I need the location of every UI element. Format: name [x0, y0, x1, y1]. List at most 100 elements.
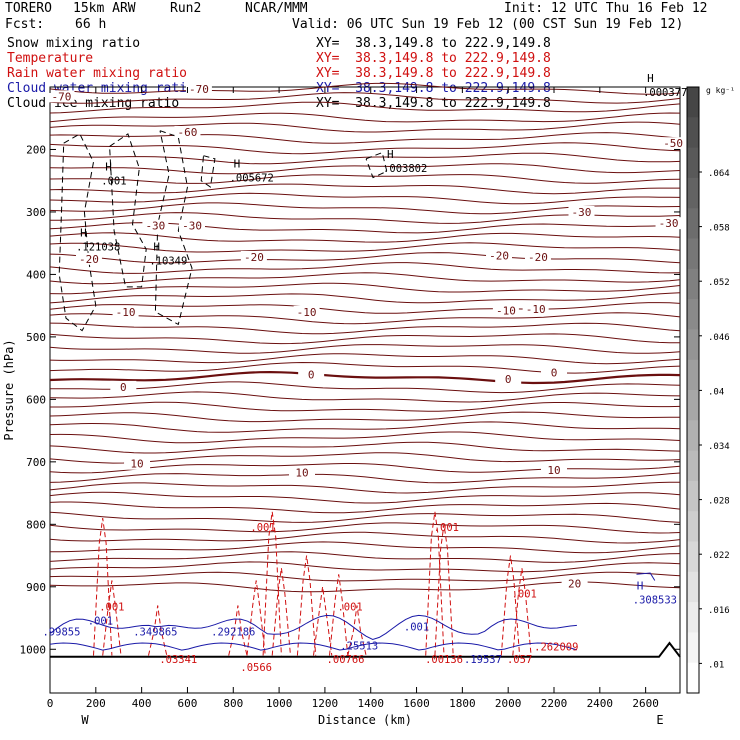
isotherm-line	[49, 391, 681, 403]
isotherm-line	[49, 411, 681, 423]
colorbar-tick-label: .016	[708, 606, 730, 616]
y-tick-label: 900	[26, 581, 46, 594]
isotherm-line	[49, 361, 681, 374]
run-label: Run2	[170, 1, 202, 16]
temperature-label: 10	[295, 466, 308, 479]
temperature-label-bg	[124, 457, 151, 470]
colorbar-segment	[687, 390, 699, 421]
temperature-label: -30	[145, 220, 165, 233]
maximum-marker: H	[153, 241, 160, 254]
temperature-label-bg	[293, 305, 320, 318]
init-time: Init: 12 UTC Thu 16 Feb 12	[504, 1, 708, 16]
y-tick-label: 300	[26, 206, 46, 219]
x-tick-label: 1400	[357, 697, 384, 710]
colorbar-segment	[687, 571, 699, 603]
isotherm-line	[49, 163, 681, 175]
rain-label: .00136	[425, 654, 463, 666]
rain-label: .03341	[159, 654, 197, 666]
model-resolution: 15km ARW	[73, 1, 136, 16]
x-tick-label: 1600	[403, 697, 430, 710]
isotherm-line	[49, 82, 681, 95]
colorbar-tick-label: .052	[708, 278, 730, 288]
rain-label: .00766	[327, 654, 365, 666]
x-tick-label: 2400	[587, 697, 614, 710]
cloud-label: .25513	[340, 640, 378, 652]
maximum-marker: H	[105, 161, 112, 174]
isotherm-line	[49, 353, 681, 365]
colorbar-segment	[687, 602, 699, 633]
rain-contour	[148, 605, 168, 656]
west-label: W	[81, 713, 89, 727]
isotherm-line	[49, 302, 681, 314]
x-tick-label: 1000	[266, 697, 293, 710]
maximum-value: .121038	[76, 241, 120, 253]
plot-frame	[49, 86, 681, 694]
temperature-label: -20	[489, 250, 509, 263]
temperature-label: 10	[130, 458, 143, 471]
y-tick-label: 400	[26, 268, 46, 281]
cloud-label: .292186	[211, 627, 255, 639]
cloud-water-contour	[49, 614, 577, 641]
rain-label: .0566	[240, 662, 272, 674]
isotherm-line	[49, 491, 681, 504]
isotherm-line	[49, 333, 681, 345]
colorbar-segment	[687, 480, 699, 512]
colorbar-tick-label: .022	[708, 551, 730, 561]
isotherm-line	[49, 481, 680, 494]
y-tick-label: 600	[26, 393, 46, 406]
isotherm-line	[49, 142, 681, 155]
cloud-label: .19537	[464, 654, 502, 666]
colorbar-tick-label: .058	[708, 224, 730, 234]
isotherm-line	[49, 322, 681, 335]
temperature-label: -20	[244, 251, 264, 264]
temperature-label-bg	[492, 304, 519, 317]
isotherm-line	[49, 282, 681, 295]
ice-contour	[109, 133, 147, 288]
cloud-water-contour	[636, 572, 656, 581]
x-tick-label: 0	[47, 697, 54, 710]
rain-contour	[500, 555, 521, 656]
cloud-water-contours	[49, 572, 656, 651]
x-tick-label: 800	[223, 697, 243, 710]
colorbar-segment	[687, 117, 699, 149]
temperature-label-bg	[495, 372, 522, 385]
isotherm-line	[50, 401, 681, 412]
temperature-label: 20	[568, 578, 581, 591]
isotherm-line	[49, 152, 681, 165]
legend-temperature: Temperature	[7, 51, 94, 66]
isotherm-line	[49, 522, 681, 534]
isotherm-line	[49, 242, 681, 253]
isotherm-line	[49, 441, 681, 454]
ice-contour	[58, 133, 97, 332]
legend-temperature-xy: XY= 38.3,149.8 to 222.9,149.8	[316, 51, 551, 66]
rain-contour	[228, 605, 248, 656]
temperature-label: -10	[496, 305, 516, 318]
colorbar-tick-label: .046	[708, 333, 730, 343]
snow-ice-contours	[58, 130, 388, 332]
colorbar-unit: g kg⁻¹	[706, 86, 735, 95]
rain-contour	[512, 568, 532, 656]
isotherm-line	[49, 292, 681, 304]
temperature-label-bg	[179, 219, 206, 232]
maximum-marker: H	[80, 226, 87, 239]
rain-label: .001	[434, 522, 459, 534]
y-tick-label: 1000	[20, 643, 47, 656]
temperature-label-bg	[112, 305, 139, 318]
y-axis-title: Pressure (hPa)	[2, 339, 16, 440]
isotherm-line	[49, 92, 681, 104]
isotherm-line	[49, 472, 681, 484]
forecast-label: Fcst:	[5, 17, 45, 32]
temperature-label: 0	[120, 381, 127, 394]
valid-time: Valid: 06 UTC Sun 19 Feb 12 (00 CST Sun …	[292, 17, 684, 32]
rain-label: .057	[507, 654, 532, 666]
colorbar-tick-label: .028	[708, 497, 730, 507]
temperature-label-bg	[522, 302, 549, 315]
temperature-label: -30	[659, 217, 679, 230]
isotherm-line	[49, 531, 681, 544]
ice-contour	[200, 155, 216, 188]
temperature-label-bg	[660, 137, 687, 150]
rain-contour	[434, 524, 454, 656]
rain-label: .001	[512, 588, 537, 600]
temperature-label-bg	[541, 366, 567, 379]
